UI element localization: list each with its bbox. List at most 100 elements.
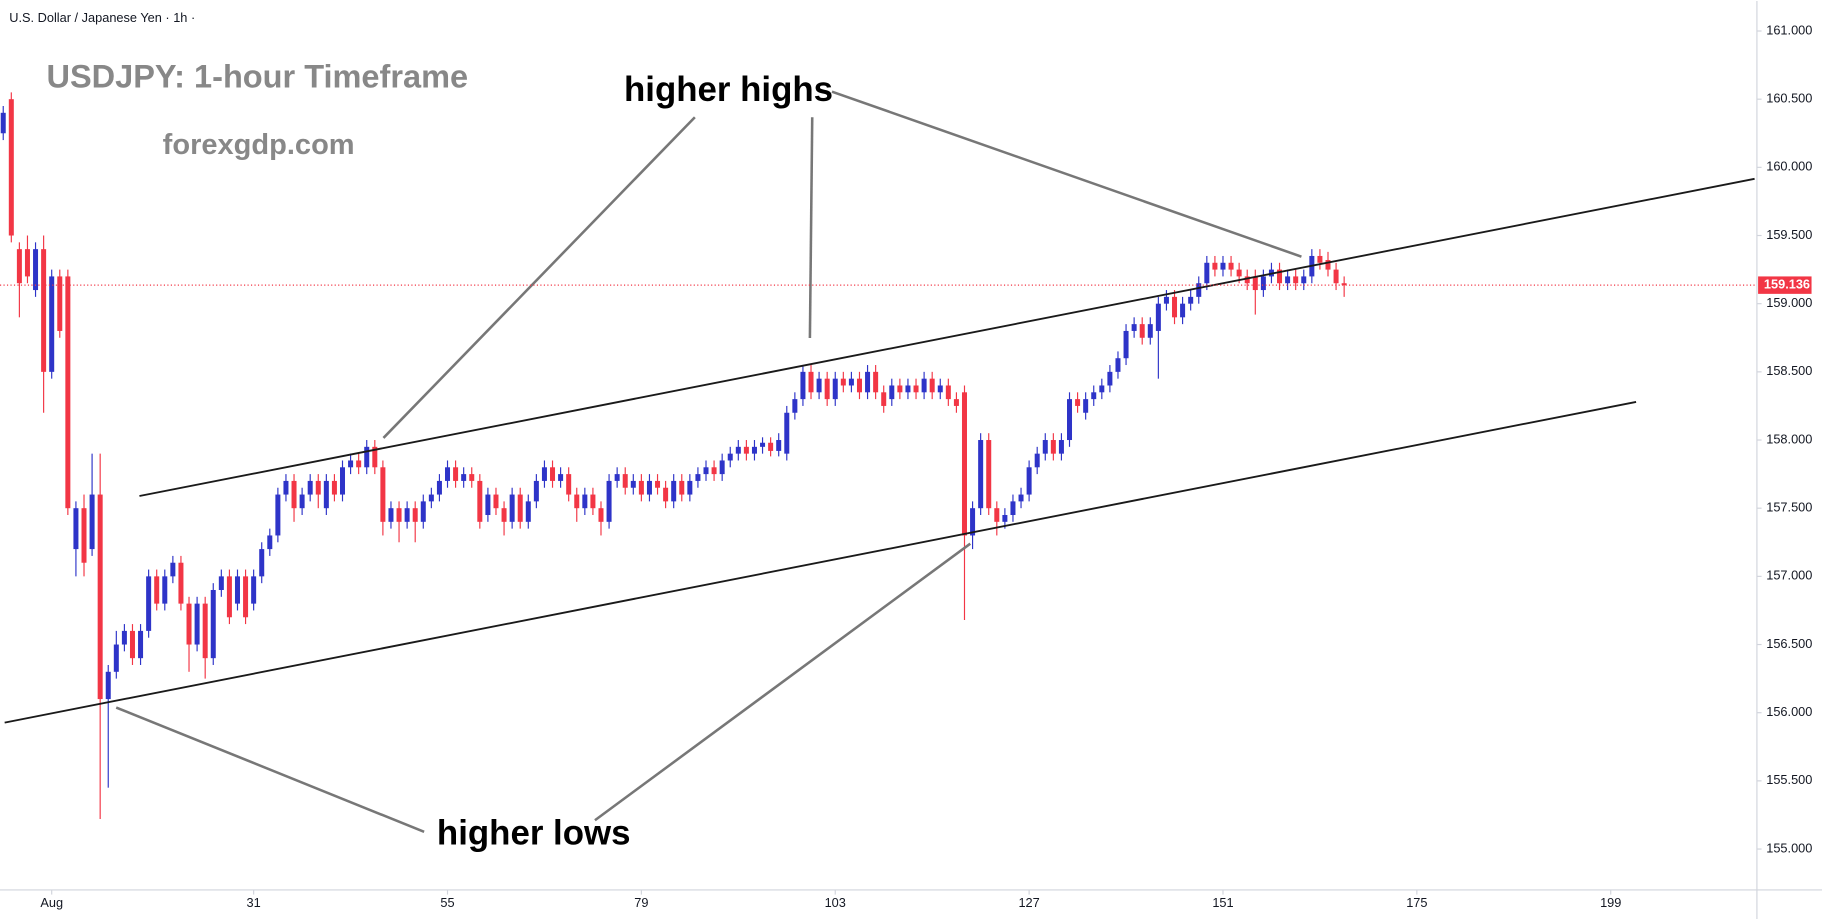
candle-body [493,494,499,509]
candle-body [848,378,854,386]
candle-body [178,562,184,604]
candle-body [1107,371,1113,386]
candle-body [881,392,887,406]
candle-body [283,480,289,495]
candle-body [994,508,1000,522]
candle-body [751,446,757,454]
candle-body [687,480,693,495]
candle-body [719,460,725,475]
candle-body [89,494,95,550]
candle-body [331,480,337,495]
annotation: higher lows [437,814,631,853]
candle-body [218,576,224,590]
candle-body [339,467,346,495]
candle-body [251,576,257,604]
candle-body [65,276,71,509]
candle-body [1301,276,1307,284]
candle-body [8,99,14,236]
y-tick-label: 156.500 [1766,636,1812,651]
candle-body [194,603,200,645]
candle-body [299,494,305,509]
last-price-badge [1758,276,1812,294]
candle-body [412,508,418,522]
candle-body [873,371,879,393]
x-tick-label: 103 [825,895,846,910]
trend-lines [4,177,1755,724]
x-tick-label: 55 [440,895,454,910]
candle-body [348,460,354,468]
chart-header: U.S. Dollar / Japanese Yen · 1h · [9,10,195,25]
candle-body [808,371,814,393]
candle-body [138,630,144,659]
candle-body [267,535,273,550]
candle-body [1155,303,1161,331]
pointer-lines [115,90,1302,834]
x-tick-label: 175 [1406,895,1427,910]
candle-body [550,467,556,481]
candle-body [146,576,152,631]
candle-body [913,385,919,393]
candle-body [622,474,628,488]
x-tick-label: 199 [1600,895,1621,910]
candle-body [929,378,935,393]
candle-body [784,412,790,454]
y-tick-label: 160.500 [1766,91,1812,106]
candle-body [1285,276,1291,284]
y-tick-label: 159.500 [1766,227,1812,242]
candle-body [121,630,127,645]
y-tick-label: 156.000 [1766,704,1812,719]
x-tick-label: 127 [1018,895,1039,910]
candle-body [574,494,580,509]
candles [0,92,1347,820]
candle-body [517,494,523,522]
candle-body [1099,385,1105,393]
candle-body [1131,324,1137,331]
candle-body [1067,399,1073,441]
candle-body [186,603,192,645]
candle-body [824,378,830,400]
candle-body [356,460,362,468]
y-tick-label: 158.500 [1766,363,1812,378]
y-tick-label: 155.000 [1766,840,1812,855]
candle-body [0,112,6,134]
candle-body [445,467,451,481]
candle-body [856,378,862,393]
candle-body [978,440,984,509]
y-tick-label: 155.500 [1766,772,1812,787]
y-tick-label: 160.000 [1766,159,1812,174]
candle-body [1042,440,1048,454]
x-tick-label: 79 [634,895,648,910]
candle-body [1204,262,1210,284]
candle-body [606,480,612,522]
candle-body [113,644,119,672]
candle-body [291,480,297,509]
candle-body [477,480,483,522]
candle-body [961,392,967,536]
candle-body [436,480,442,495]
y-tick-label: 157.500 [1766,500,1812,515]
candle-body [1163,296,1169,304]
candle-body [703,467,709,475]
candle-body [1091,392,1097,400]
candle-body [953,399,959,406]
y-tick-label: 159.000 [1766,295,1812,310]
last-price-label: 159.136 [1764,277,1810,292]
candle-body [388,508,394,522]
candle-body [162,576,168,604]
candle-body [800,371,806,400]
candle-body [315,480,321,495]
candle-body [1260,276,1266,291]
pointer-line [382,116,696,439]
candle-body [832,378,838,400]
candle-body [921,378,927,393]
candle-body [558,474,564,481]
candle-body [663,487,669,502]
candle-body [41,249,47,372]
annotation: higher highs [624,70,833,109]
candle-body [1002,515,1008,522]
candle-body [525,501,531,522]
candle-body [210,589,216,659]
candle-body [1277,269,1283,284]
